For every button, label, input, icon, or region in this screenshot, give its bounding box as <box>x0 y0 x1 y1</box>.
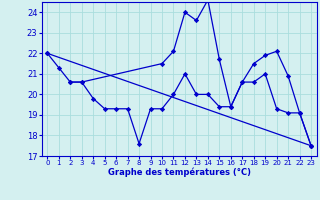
X-axis label: Graphe des températures (°C): Graphe des températures (°C) <box>108 168 251 177</box>
